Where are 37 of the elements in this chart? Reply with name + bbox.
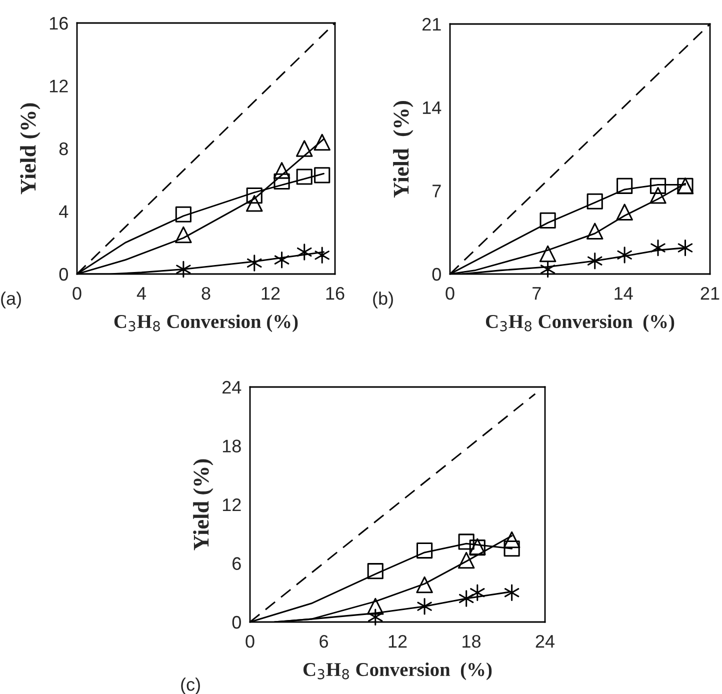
y-tick-label: 7 [432,184,441,198]
x-tick-label: 16 [326,286,344,300]
y-axis-title: Yield (%) [193,459,214,550]
y-tick-label: 8 [59,142,68,156]
x-tick-label: 0 [246,634,254,648]
y-tick-label: 21 [422,18,441,31]
x-tick-label: 18 [462,634,481,648]
x-tick-label: 12 [388,634,407,648]
y-tick-label: 0 [59,268,68,281]
y-tick-label: 12 [50,80,68,92]
x-tick-label: 0 [72,286,82,300]
x-tick-label: 7 [532,287,541,300]
x-tick-label: 21 [700,286,720,300]
y-tick-label: 4 [59,205,68,218]
text: (a) [1,292,21,308]
y-tick-label: 14 [422,101,442,114]
y-tick-label: 24 [222,380,242,394]
y-axis-title: Yield (%) [393,101,414,198]
x-tick-label: 14 [614,287,633,300]
x-tick-label: 12 [262,286,280,300]
x-tick-label: 0 [446,286,454,300]
x-axis-title: C$_{3}$H$_{8}$ Conversion (%) [114,314,298,332]
x-tick-label: 8 [202,286,210,300]
x-tick-label: 24 [536,634,555,648]
text: (b) [373,292,393,308]
y-tick-label: 16 [50,16,68,30]
x-axis-title: C$_{3}$H$_{8}$ Conversion (%) [303,662,492,680]
x-tick-label: 6 [320,634,328,648]
y-tick-label: 12 [222,498,241,512]
y-tick-label: 0 [232,616,241,629]
y-tick-label: 0 [432,268,441,281]
text: (c) [181,678,200,694]
y-axis-title: Yield (%) [20,103,40,194]
y-tick-label: 18 [222,440,241,452]
x-axis-title: C$_{3}$H$_{8}$ Conversion (%) [486,314,674,332]
x-tick-label: 4 [136,287,146,300]
y-tick-label: 6 [232,557,241,570]
